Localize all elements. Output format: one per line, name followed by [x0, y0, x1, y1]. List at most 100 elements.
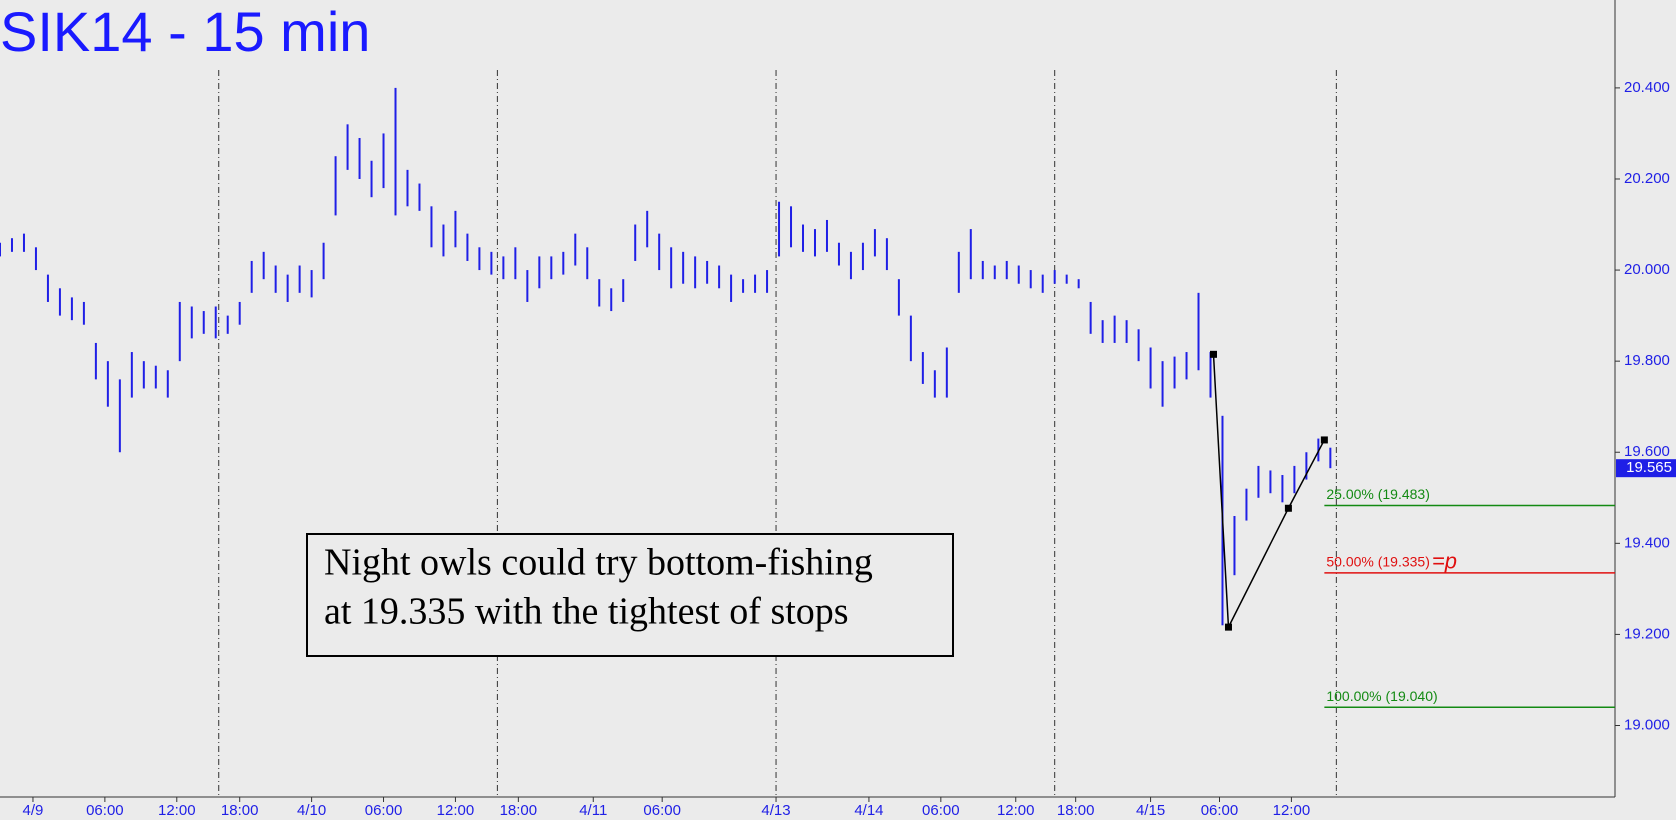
price-bar	[610, 288, 613, 312]
price-bar	[130, 352, 133, 398]
price-bar	[754, 274, 757, 293]
price-bar	[1293, 465, 1296, 494]
y-tick-label: 20.000	[1624, 261, 1670, 278]
x-tick-label: 18:00	[221, 802, 259, 819]
price-bar	[1257, 465, 1260, 498]
price-bar	[106, 361, 109, 407]
price-bar	[82, 301, 85, 325]
price-bar	[370, 160, 373, 198]
x-tick-label: 12:00	[158, 802, 196, 819]
x-tick-label: 4/14	[854, 802, 883, 819]
price-bar	[502, 256, 505, 280]
annotation-box	[306, 533, 954, 657]
price-bar	[298, 265, 301, 293]
price-bar	[1245, 488, 1248, 521]
x-tick-label: 4/15	[1136, 802, 1165, 819]
price-bar	[1053, 270, 1056, 284]
price-bar	[70, 297, 73, 321]
level-suffix: =p	[1432, 549, 1457, 574]
price-bar	[394, 87, 397, 216]
price-bar	[1233, 516, 1236, 576]
price-bar	[1005, 260, 1008, 280]
chart-title: SIK14 - 15 min	[0, 0, 370, 63]
price-bar	[1125, 320, 1128, 343]
y-tick-label: 19.200	[1624, 625, 1670, 642]
price-bar	[358, 137, 361, 179]
x-tick-label: 4/9	[23, 802, 44, 819]
price-bar	[981, 260, 984, 280]
price-bar	[1269, 470, 1272, 494]
price-bar	[574, 233, 577, 266]
price-bar	[873, 229, 876, 257]
price-bar	[1137, 329, 1140, 362]
price-bar	[897, 279, 900, 316]
level-label: 50.00% (19.335)	[1326, 554, 1430, 570]
pattern-point	[1209, 350, 1217, 358]
annotation-line: at 19.335 with the tightest of stops	[324, 591, 849, 633]
x-tick-label: 18:00	[1057, 802, 1095, 819]
price-bar	[286, 274, 289, 302]
price-bar	[526, 270, 529, 302]
price-bar	[730, 274, 733, 302]
price-bar	[909, 315, 912, 362]
price-bar	[885, 238, 888, 271]
pattern-point	[1320, 436, 1328, 444]
price-bar	[658, 233, 661, 271]
price-bar	[1149, 347, 1152, 389]
price-bar	[58, 288, 61, 316]
price-bar	[46, 274, 49, 302]
price-bar	[682, 251, 685, 284]
price-bar	[1089, 301, 1092, 334]
price-bar	[250, 260, 253, 293]
price-bar	[454, 210, 457, 248]
price-bar	[238, 301, 241, 325]
price-bar	[933, 370, 936, 398]
pattern-point	[1284, 504, 1292, 512]
price-bar	[778, 201, 781, 257]
pattern-point	[1224, 623, 1232, 631]
price-bar	[178, 301, 181, 362]
price-bar	[0, 242, 1, 257]
price-bar	[10, 238, 13, 252]
y-tick-label: 19.800	[1624, 352, 1670, 369]
price-bar	[837, 242, 840, 266]
y-tick-label: 19.400	[1624, 534, 1670, 551]
price-bar	[646, 210, 649, 248]
price-bar	[382, 133, 385, 189]
price-bar	[1209, 352, 1212, 398]
price-bar	[1101, 320, 1104, 343]
price-bar	[1161, 361, 1164, 407]
price-bar	[945, 347, 948, 398]
price-bar	[94, 342, 97, 380]
x-tick-label: 06:00	[1201, 802, 1239, 819]
price-bar	[969, 229, 972, 280]
x-tick-label: 4/11	[579, 802, 607, 819]
x-tick-label: 06:00	[643, 802, 681, 819]
price-bar	[334, 156, 337, 216]
price-bar	[550, 256, 553, 280]
price-bar	[1065, 274, 1068, 284]
price-bar	[825, 219, 828, 252]
price-bar	[346, 124, 349, 170]
price-bar	[849, 251, 852, 280]
price-bar	[1041, 274, 1044, 293]
price-bar	[1305, 452, 1308, 480]
price-bar	[921, 352, 924, 384]
x-tick-label: 12:00	[997, 802, 1035, 819]
price-bar	[514, 247, 517, 280]
price-bar	[190, 306, 193, 339]
price-bar	[742, 279, 745, 293]
price-bar	[1173, 356, 1176, 389]
price-bar	[406, 169, 409, 207]
y-tick-label: 19.000	[1624, 716, 1670, 733]
price-bar	[1281, 475, 1284, 503]
price-bar	[118, 379, 121, 453]
price-bar	[1197, 292, 1200, 371]
price-bar	[813, 229, 816, 257]
price-bar	[598, 279, 601, 307]
price-bar	[274, 265, 277, 293]
price-bar	[802, 224, 805, 252]
y-tick-label: 20.200	[1624, 170, 1670, 187]
price-bar	[142, 361, 145, 389]
x-tick-label: 4/10	[297, 802, 326, 819]
